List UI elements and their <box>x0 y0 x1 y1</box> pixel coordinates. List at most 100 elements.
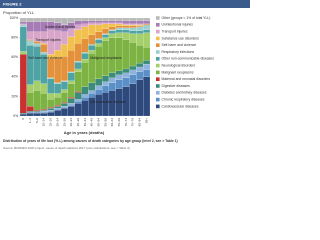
bar-segment <box>33 112 41 117</box>
bar-segment <box>88 93 96 98</box>
bar-segment <box>122 24 130 26</box>
bar-segment <box>88 22 96 25</box>
bar-segment <box>47 112 55 117</box>
x-tick-label: 5–9 <box>35 118 39 123</box>
bar-segment <box>26 39 34 41</box>
legend-swatch <box>156 104 160 109</box>
bar-segment <box>136 45 144 64</box>
bar-segment <box>122 39 130 70</box>
x-tick-label: 30–34 <box>69 118 73 127</box>
bar-segment <box>19 24 27 27</box>
bar-segment <box>60 80 68 82</box>
annotation: Cardiovascular diseases <box>90 100 126 104</box>
bar-segment <box>108 82 116 91</box>
bar-segment <box>136 30 144 34</box>
bar-segment <box>81 97 89 101</box>
bar-segment <box>67 28 75 37</box>
bar-segment <box>54 105 62 107</box>
bar-segment <box>81 20 89 24</box>
annotation: Transport injuries <box>35 38 61 42</box>
bar-segment <box>26 21 34 32</box>
x-tick-label: 60–64 <box>110 118 114 127</box>
bar-segment <box>19 112 27 115</box>
x-tick-label: 1–4 <box>28 118 32 123</box>
bar-segment <box>122 27 130 30</box>
bar-segment <box>74 20 82 25</box>
bar-segment <box>122 77 130 87</box>
bar-segment <box>33 17 41 22</box>
bar-segment <box>136 17 144 22</box>
bar-segment <box>26 112 34 114</box>
bar-segment <box>19 23 27 25</box>
bar-segment <box>115 29 123 33</box>
legend-swatch <box>156 97 160 102</box>
bar-segment <box>122 20 130 24</box>
bar-segment <box>40 109 48 111</box>
bar-segment <box>67 71 75 73</box>
x-tick-label: 35–39 <box>76 118 80 127</box>
bar-segment <box>60 56 68 81</box>
annotation: Unintentional injuries <box>45 25 76 29</box>
bar-segment <box>67 17 75 23</box>
bar-segment <box>143 24 151 30</box>
bar-segment <box>143 69 151 77</box>
bar-segment <box>19 53 27 55</box>
bar-segment <box>74 99 82 102</box>
bar-segment <box>19 17 27 22</box>
legend-label: Respiratory infections <box>162 50 195 54</box>
bar-segment <box>129 17 137 22</box>
bar-segment <box>136 79 144 117</box>
x-tick-label: 40–44 <box>83 118 87 127</box>
bar-segment <box>67 50 75 72</box>
bar-segment <box>88 82 96 91</box>
bar-segment <box>47 99 55 108</box>
legend-swatch <box>156 84 160 88</box>
bar-segment <box>19 51 27 54</box>
legend-label: Maternal and neonatal disorders <box>162 77 211 81</box>
bar-segment <box>102 81 110 86</box>
bar-segment <box>26 112 34 117</box>
bar-segment <box>88 45 96 51</box>
bar-segment <box>136 20 144 24</box>
bar-segment <box>108 30 116 34</box>
bar-segment <box>74 17 82 22</box>
bar-segment <box>60 92 68 103</box>
bar-segment <box>129 42 137 67</box>
bar-segment <box>26 111 34 113</box>
bar-segment <box>60 17 68 25</box>
bar-segment <box>33 80 41 91</box>
bar-segment <box>136 33 144 46</box>
bar-segment <box>40 43 48 45</box>
bar-segment <box>136 26 144 31</box>
legend-swatch <box>156 16 160 20</box>
bar-segment <box>95 22 103 25</box>
legend-swatch <box>156 36 160 41</box>
bar-segment <box>95 78 103 86</box>
bar-segment <box>54 17 62 23</box>
bar-segment <box>122 17 130 22</box>
bar-segment <box>136 66 144 72</box>
bar-segment <box>54 58 62 83</box>
bar-segment <box>115 32 123 38</box>
bar-segment <box>81 53 89 60</box>
bar-segment <box>40 112 48 114</box>
bar-segment <box>60 107 68 109</box>
bar-segment <box>95 94 103 117</box>
bar-segment <box>102 20 110 23</box>
bar-segment <box>81 94 89 98</box>
bar-segment <box>40 44 48 53</box>
bar-segment <box>108 33 116 38</box>
bar-segment <box>129 65 137 71</box>
bar-segment <box>26 45 34 85</box>
bar-segment <box>108 26 116 30</box>
bar-segment <box>47 111 55 113</box>
bar-segment <box>54 83 62 94</box>
bar-segment <box>74 62 82 70</box>
legend-swatch <box>156 91 160 95</box>
legend-label: Cardiovascular diseases <box>162 104 199 108</box>
bar-segment <box>54 106 62 109</box>
bar-segment <box>108 29 116 31</box>
bar-segment <box>60 102 68 104</box>
legend-label: Chronic respiratory diseases <box>162 97 205 101</box>
x-tick-label: 70–74 <box>124 118 128 127</box>
